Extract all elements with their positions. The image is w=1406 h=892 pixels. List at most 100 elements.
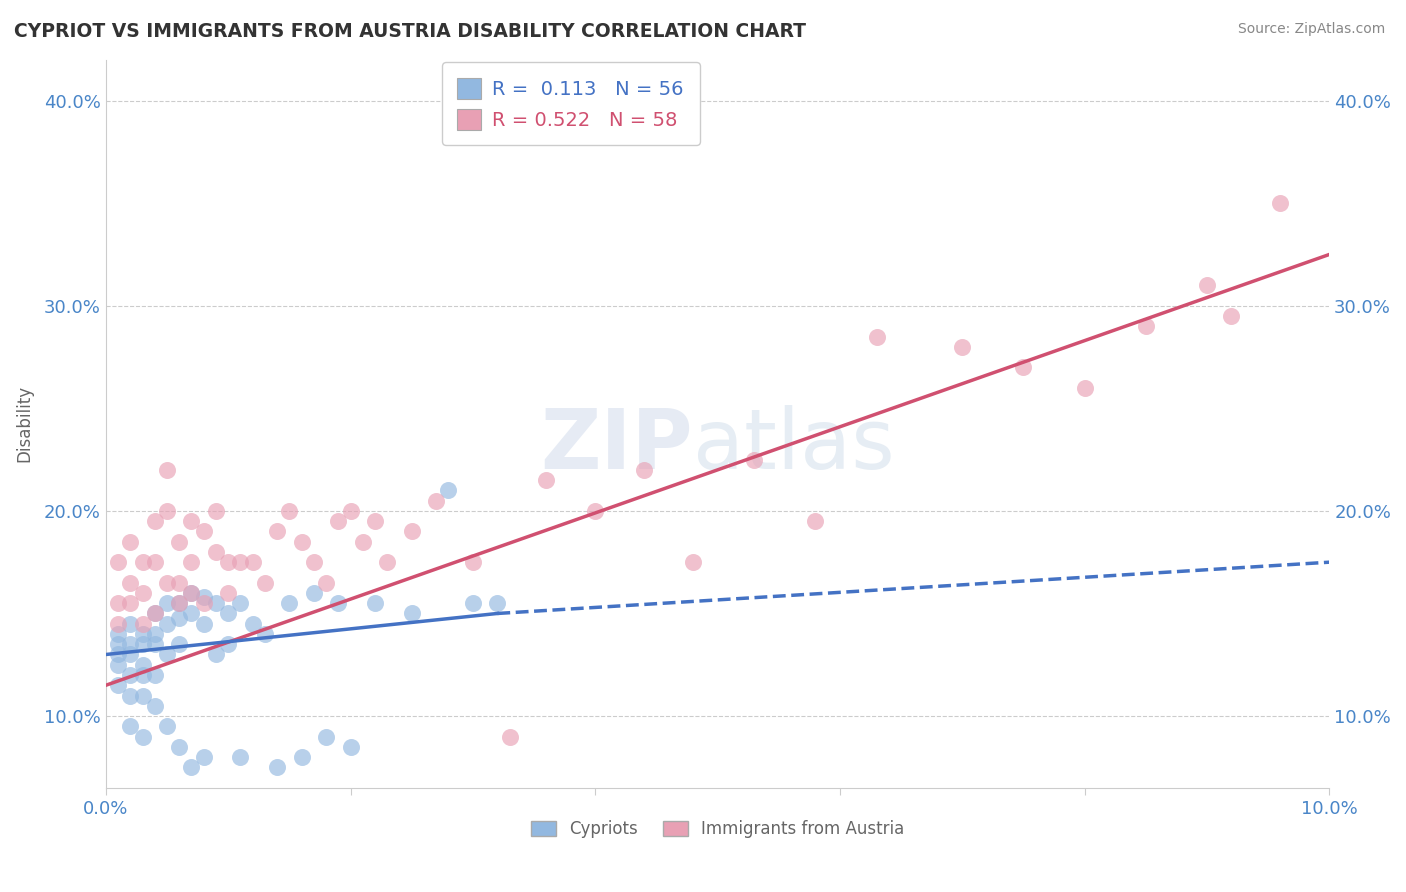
Point xyxy=(229,750,252,764)
Point xyxy=(143,637,166,651)
Point xyxy=(120,534,142,549)
Point xyxy=(364,514,387,528)
Point xyxy=(156,504,179,518)
Point xyxy=(205,648,228,662)
Point xyxy=(291,750,314,764)
Point xyxy=(352,534,374,549)
Point xyxy=(180,586,202,600)
Point xyxy=(266,760,288,774)
Point xyxy=(131,637,153,651)
Point xyxy=(486,596,509,610)
Point xyxy=(120,616,142,631)
Point xyxy=(217,586,239,600)
Point xyxy=(120,637,142,651)
Point xyxy=(120,575,142,590)
Point xyxy=(156,648,179,662)
Point xyxy=(180,607,202,621)
Point xyxy=(1135,319,1157,334)
Point xyxy=(217,555,239,569)
Point xyxy=(217,637,239,651)
Point xyxy=(193,616,215,631)
Point xyxy=(120,648,142,662)
Point xyxy=(742,452,765,467)
Point xyxy=(120,719,142,733)
Point xyxy=(107,596,129,610)
Point xyxy=(107,678,129,692)
Point xyxy=(253,575,276,590)
Point xyxy=(364,596,387,610)
Point xyxy=(167,610,190,624)
Point xyxy=(180,514,202,528)
Point xyxy=(950,340,973,354)
Point xyxy=(120,689,142,703)
Point xyxy=(583,504,606,518)
Point xyxy=(278,596,301,610)
Point xyxy=(107,648,129,662)
Point xyxy=(328,514,350,528)
Point xyxy=(107,637,129,651)
Point xyxy=(633,463,655,477)
Text: Source: ZipAtlas.com: Source: ZipAtlas.com xyxy=(1237,22,1385,37)
Point xyxy=(131,668,153,682)
Point xyxy=(107,627,129,641)
Point xyxy=(205,504,228,518)
Point xyxy=(339,504,361,518)
Point xyxy=(180,555,202,569)
Point xyxy=(143,555,166,569)
Legend: Cypriots, Immigrants from Austria: Cypriots, Immigrants from Austria xyxy=(524,814,911,845)
Point xyxy=(375,555,398,569)
Point xyxy=(315,730,337,744)
Point xyxy=(536,473,558,487)
Point xyxy=(339,739,361,754)
Point xyxy=(156,719,179,733)
Point xyxy=(278,504,301,518)
Point xyxy=(1012,360,1035,375)
Point xyxy=(156,575,179,590)
Point xyxy=(131,627,153,641)
Point xyxy=(291,534,314,549)
Point xyxy=(107,616,129,631)
Point xyxy=(1195,278,1218,293)
Point xyxy=(193,524,215,539)
Point xyxy=(120,668,142,682)
Point xyxy=(804,514,827,528)
Point xyxy=(193,596,215,610)
Point xyxy=(1270,196,1292,211)
Point xyxy=(193,590,215,604)
Point xyxy=(229,555,252,569)
Point xyxy=(461,596,484,610)
Point xyxy=(143,627,166,641)
Point xyxy=(401,524,423,539)
Point xyxy=(180,586,202,600)
Point xyxy=(302,586,325,600)
Point xyxy=(242,555,264,569)
Point xyxy=(167,596,190,610)
Point xyxy=(156,596,179,610)
Point xyxy=(1220,309,1243,323)
Point xyxy=(167,739,190,754)
Point xyxy=(167,637,190,651)
Point xyxy=(131,586,153,600)
Point xyxy=(131,616,153,631)
Point xyxy=(156,463,179,477)
Point xyxy=(131,657,153,672)
Point xyxy=(156,616,179,631)
Point xyxy=(682,555,704,569)
Text: ZIP: ZIP xyxy=(540,405,693,486)
Point xyxy=(1073,381,1095,395)
Text: atlas: atlas xyxy=(693,405,894,486)
Point xyxy=(498,730,520,744)
Point xyxy=(107,657,129,672)
Point xyxy=(302,555,325,569)
Point xyxy=(315,575,337,590)
Point xyxy=(253,627,276,641)
Point xyxy=(120,596,142,610)
Point xyxy=(328,596,350,610)
Point xyxy=(205,545,228,559)
Point xyxy=(107,555,129,569)
Point xyxy=(865,329,887,343)
Point xyxy=(143,668,166,682)
Point xyxy=(131,730,153,744)
Point xyxy=(143,607,166,621)
Point xyxy=(205,596,228,610)
